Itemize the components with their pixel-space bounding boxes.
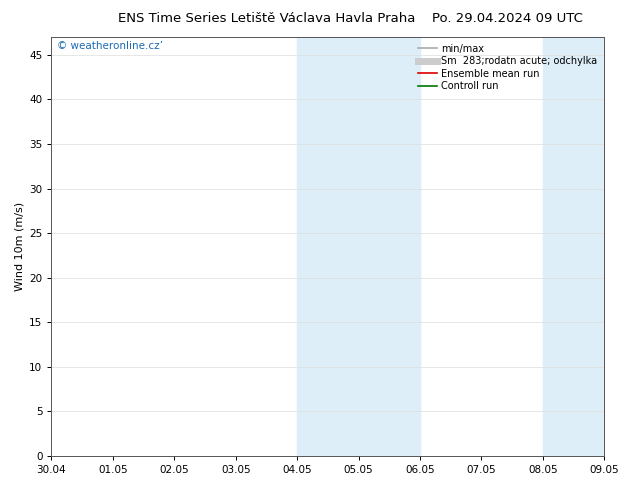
Legend: min/max, Sm  283;rodatn acute; odchylka, Ensemble mean run, Controll run: min/max, Sm 283;rodatn acute; odchylka, … xyxy=(416,42,599,93)
Text: ENS Time Series Letiště Václava Havla Praha: ENS Time Series Letiště Václava Havla Pr… xyxy=(117,12,415,25)
Y-axis label: Wind 10m (m/s): Wind 10m (m/s) xyxy=(15,202,25,291)
Bar xyxy=(543,37,604,456)
Bar xyxy=(297,37,420,456)
Text: Po. 29.04.2024 09 UTC: Po. 29.04.2024 09 UTC xyxy=(432,12,583,25)
Text: © weatheronline.cz’: © weatheronline.cz’ xyxy=(57,41,163,51)
